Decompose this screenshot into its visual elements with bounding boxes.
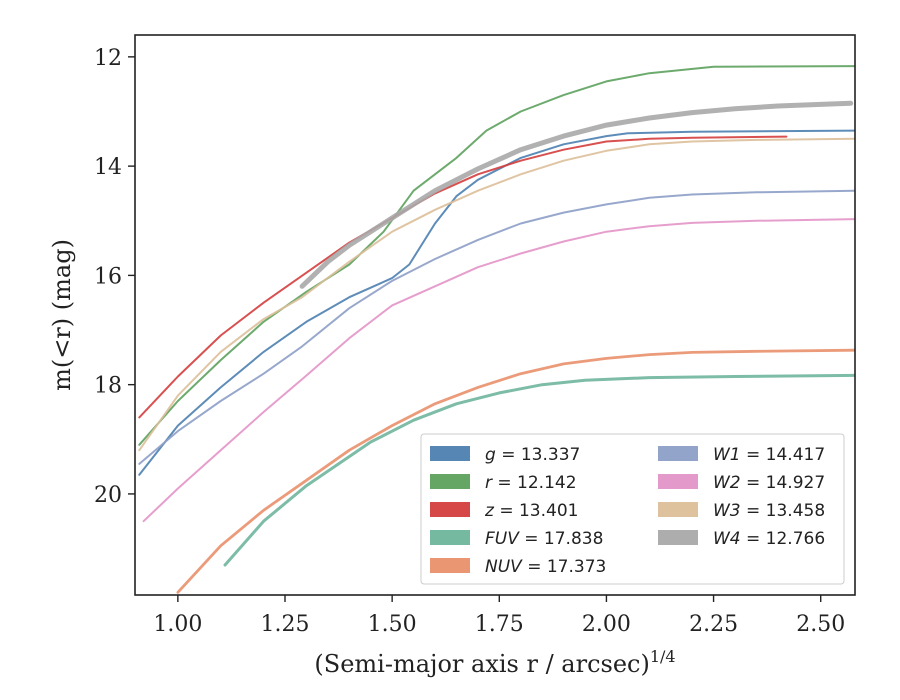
series-line-nuv: [176, 348, 855, 594]
legend-label-nuv: NUV = 17.373: [485, 557, 606, 577]
legend-swatch-fuv: [430, 530, 470, 545]
legend-swatch-w1: [658, 446, 698, 461]
y-axis-label: m(<r) (mag): [48, 239, 76, 391]
y-tick-label: 18: [94, 374, 122, 399]
legend-box: [420, 433, 845, 585]
series-line-fuv: [223, 373, 855, 567]
legend-label-fuv: FUV = 17.838: [485, 529, 603, 549]
legend-swatch-r: [430, 474, 470, 489]
x-tick-label: 2.50: [796, 612, 845, 637]
x-tick-label: 2.00: [582, 612, 631, 637]
legend-label-w4: W4 = 12.766: [713, 529, 825, 549]
y-axis-ticks: 12 14 16 18 20: [94, 46, 135, 508]
series-line-w4: [299, 100, 854, 289]
legend-label-w2: W2 = 14.927: [713, 473, 825, 493]
x-tick-label: 1.75: [475, 612, 524, 637]
x-tick-label: 1.50: [368, 612, 417, 637]
legend-swatch-nuv: [430, 558, 470, 573]
series-line-w1: [138, 189, 855, 465]
plot-frame: [134, 34, 856, 596]
x-axis-ticks: 1.00 1.25 1.50 1.75 2.00 2.25 2.50: [153, 595, 845, 637]
legend-swatch-w3: [658, 502, 698, 517]
x-tick-label: 2.25: [689, 612, 738, 637]
x-axis-label: (Semi-major axis r / arcsec)1/4: [314, 647, 675, 678]
y-tick-label: 12: [94, 46, 122, 71]
legend-swatch-w2: [658, 474, 698, 489]
legend-label-g: g = 13.337: [485, 445, 580, 465]
y-tick-label: 16: [94, 264, 122, 289]
legend-label-w1: W1 = 14.417: [713, 445, 825, 465]
series-layer: [138, 65, 855, 594]
y-tick-label: 14: [94, 155, 122, 180]
series-line-w3: [138, 137, 855, 452]
x-tick-label: 1.25: [261, 612, 310, 637]
y-tick-label: 20: [94, 483, 122, 508]
legend-swatch-g: [430, 446, 470, 461]
legend: g = 13.337 r = 12.142 z = 13.401 FUV = 17.8…: [420, 433, 845, 585]
legend-swatch-w4: [658, 530, 698, 545]
legend-label-r: r = 12.142: [485, 473, 577, 493]
series-line-w2: [142, 218, 855, 523]
legend-swatch-z: [430, 502, 470, 517]
x-axis-label-exponent: 1/4: [650, 647, 676, 666]
legend-label-w3: W3 = 13.458: [713, 501, 825, 521]
legend-label-z: z = 13.401: [484, 501, 578, 521]
series-line-r: [138, 65, 855, 446]
series-line-g: [138, 129, 855, 476]
x-tick-label: 1.00: [153, 612, 202, 637]
